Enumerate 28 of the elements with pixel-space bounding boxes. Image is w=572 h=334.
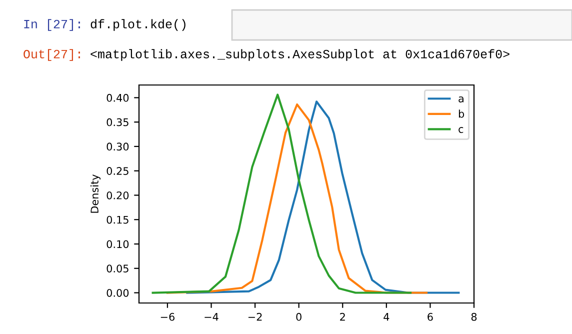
x-tick-label: −4	[204, 313, 218, 321]
y-tick-label: 0.05	[106, 264, 128, 272]
y-tick-label: 0.30	[106, 142, 129, 151]
x-tick-label: 0	[296, 312, 302, 321]
x-tick-label: −6	[160, 312, 174, 321]
x-tick-label: 8	[471, 312, 477, 321]
y-tick-label: 0.20	[106, 191, 129, 200]
y-tick-label: 0.00	[106, 288, 129, 297]
text: df.plot.kde()	[90, 19, 186, 31]
x-tick-label: −2	[248, 312, 262, 321]
y-axis-title: Density	[90, 174, 101, 213]
x-tick-label: 4	[384, 313, 390, 321]
line-series	[166, 103, 428, 294]
legend-label: b	[458, 110, 464, 118]
legend-label: c	[458, 127, 464, 134]
x-tick-label: 2	[340, 312, 345, 321]
text: <matplotlib.axes._subplots.AxesSubplot at 0x1ca1d670ef0>	[90, 49, 510, 61]
text: In [27]:	[24, 19, 80, 31]
x-tick-label: 6	[428, 312, 433, 321]
y-tick-label: 0.25	[106, 167, 128, 175]
text: Out[27]:	[24, 49, 80, 61]
y-tick-label: 0.15	[106, 216, 128, 224]
y-tick-label: 0.10	[106, 240, 129, 248]
line-series	[186, 100, 460, 294]
y-tick-label: 0.40	[106, 94, 129, 102]
legend-label: a	[458, 96, 464, 102]
y-tick-label: 0.35	[106, 118, 128, 126]
line-series	[152, 94, 412, 294]
